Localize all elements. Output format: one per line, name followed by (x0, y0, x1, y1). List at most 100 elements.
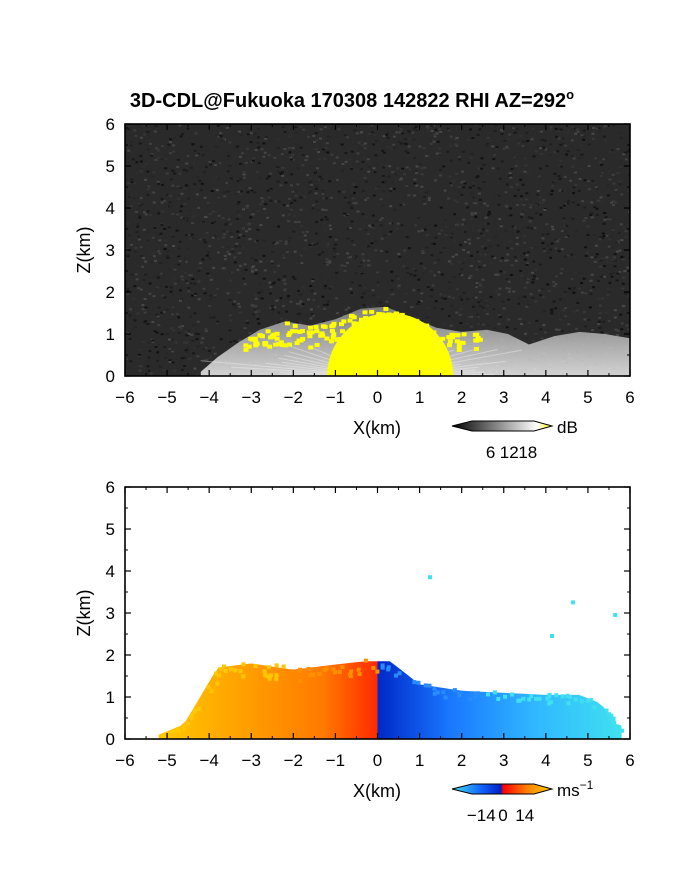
noise-speck (270, 260, 274, 263)
velocity-pixel (298, 667, 303, 672)
noise-speck (227, 246, 230, 249)
noise-speck (137, 238, 141, 241)
strong-echo-pixel (313, 325, 319, 330)
noise-speck (269, 306, 273, 309)
noise-speck (160, 333, 164, 336)
noise-speck (360, 131, 363, 134)
noise-speck (594, 186, 598, 189)
noise-speck (299, 293, 303, 296)
noise-speck (616, 172, 620, 175)
noise-speck (127, 182, 131, 185)
noise-speck (628, 211, 630, 213)
noise-speck (177, 187, 180, 190)
noise-speck (430, 254, 434, 257)
noise-speck (301, 231, 305, 234)
noise-speck (138, 204, 142, 207)
noise-speck (466, 206, 470, 209)
noise-speck (451, 296, 455, 299)
noise-speck (487, 210, 491, 213)
noise-speck (449, 236, 453, 239)
noise-speck (447, 295, 451, 298)
noise-speck (475, 313, 479, 316)
noise-speck (521, 183, 525, 186)
noise-speck (283, 282, 287, 285)
noise-speck (169, 320, 173, 323)
noise-speck (390, 222, 394, 225)
noise-speck (469, 264, 473, 267)
noise-speck (225, 182, 229, 184)
noise-speck (142, 257, 146, 259)
noise-speck (388, 305, 392, 308)
noise-speck (613, 316, 617, 319)
noise-speck (512, 290, 516, 293)
noise-speck (172, 245, 176, 247)
noise-speck (557, 175, 561, 178)
noise-speck (480, 295, 484, 298)
noise-speck (572, 192, 576, 195)
noise-speck (583, 325, 587, 328)
noise-speck (225, 252, 229, 255)
noise-speck (455, 311, 459, 314)
noise-speck (480, 157, 484, 160)
noise-speck (205, 254, 209, 257)
noise-speck (438, 200, 442, 203)
noise-speck (401, 167, 404, 170)
noise-speck (458, 273, 462, 276)
noise-speck (234, 306, 237, 309)
noise-speck (164, 157, 168, 160)
noise-speck (139, 154, 143, 157)
noise-speck (360, 147, 364, 150)
noise-speck (524, 332, 527, 335)
noise-speck (376, 186, 380, 188)
noise-speck (250, 260, 254, 262)
noise-speck (416, 317, 420, 320)
noise-speck (494, 193, 498, 196)
noise-speck (158, 365, 162, 368)
noise-speck (244, 124, 248, 127)
noise-speck (154, 344, 158, 347)
noise-speck (242, 173, 246, 176)
noise-speck (535, 277, 539, 280)
noise-speck (160, 158, 164, 161)
noise-speck (256, 210, 260, 213)
noise-speck (439, 131, 443, 133)
noise-speck (522, 137, 526, 140)
velocity-pixel (348, 674, 353, 679)
noise-speck (622, 153, 626, 156)
noise-speck (467, 238, 471, 241)
noise-speck (207, 251, 210, 254)
noise-speck (179, 210, 183, 213)
noise-speck (535, 319, 539, 322)
noise-speck (531, 296, 535, 299)
noise-speck (203, 216, 207, 219)
noise-speck (527, 216, 531, 219)
strong-echo-pixel (254, 341, 260, 346)
noise-speck (532, 339, 535, 342)
noise-speck (334, 238, 338, 241)
noise-speck (553, 172, 557, 175)
noise-speck (159, 262, 163, 265)
noise-speck (599, 196, 603, 199)
noise-speck (245, 321, 249, 324)
noise-speck (129, 205, 133, 208)
noise-speck (216, 177, 220, 180)
noise-speck (418, 170, 422, 173)
noise-speck (194, 132, 198, 135)
noise-speck (337, 128, 341, 131)
noise-speck (256, 136, 260, 139)
noise-speck (605, 234, 609, 237)
noise-speck (546, 244, 550, 247)
noise-speck (191, 143, 195, 146)
velocity-pixel (217, 673, 222, 678)
y-tick-label: 1 (106, 325, 115, 344)
noise-speck (567, 323, 571, 326)
noise-speck (477, 315, 481, 318)
noise-speck (313, 171, 317, 174)
noise-speck (380, 305, 384, 308)
noise-speck (576, 149, 580, 151)
noise-speck (234, 284, 238, 287)
noise-speck (513, 256, 517, 259)
x-axis-label: X(km) (353, 418, 401, 438)
noise-speck (549, 128, 553, 131)
noise-speck (512, 127, 516, 130)
